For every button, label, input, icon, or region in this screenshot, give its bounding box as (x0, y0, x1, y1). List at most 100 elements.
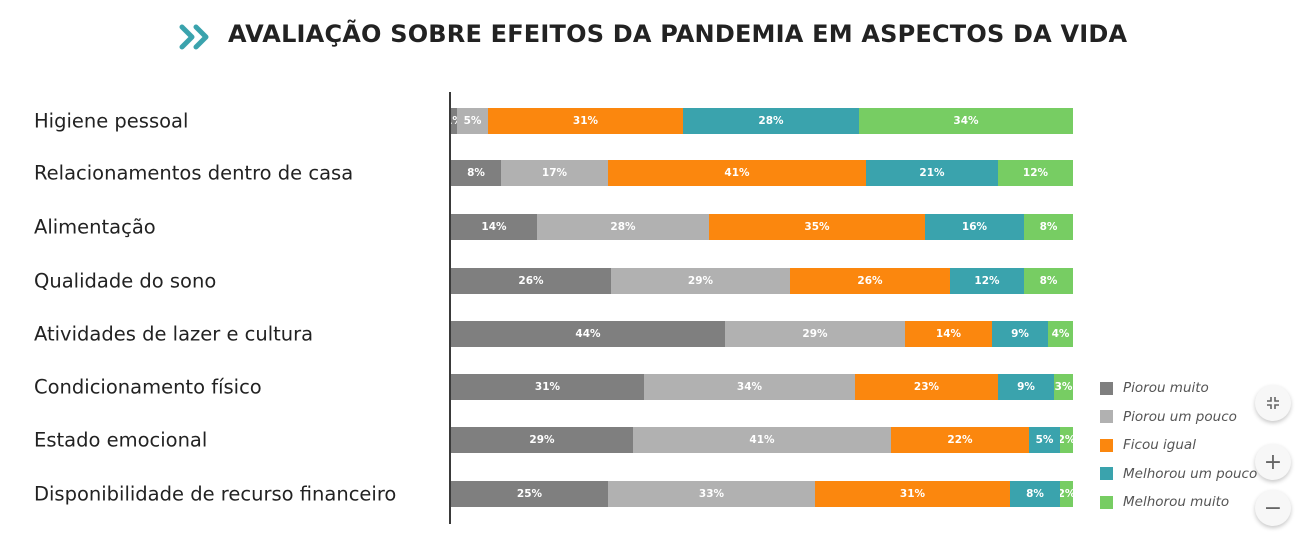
data-label: 29% (529, 434, 555, 446)
bar-segment[interactable]: 41% (608, 160, 866, 186)
legend-swatch (1100, 381, 1113, 395)
data-label: 9% (1011, 328, 1029, 340)
bar-segment[interactable]: 14% (451, 214, 537, 240)
bar-segment[interactable]: 29% (725, 321, 905, 347)
bar-segment[interactable]: 2% (1060, 427, 1073, 453)
bar-segment[interactable]: 21% (866, 160, 998, 186)
data-label: 5% (463, 115, 482, 127)
data-label: 35% (804, 221, 830, 233)
bar-row: 31% 34% 23% 9% 3% (451, 374, 1073, 400)
data-label: 34% (736, 381, 763, 393)
bar-segment[interactable]: 1% (451, 108, 457, 134)
bar-segment[interactable]: 28% (683, 108, 859, 134)
zoom-out-button[interactable]: − (1255, 490, 1291, 526)
bar-segment[interactable]: 4% (1048, 321, 1073, 347)
data-label: 31% (572, 115, 599, 127)
data-label: 12% (1022, 167, 1049, 179)
bar-segment[interactable]: 8% (1024, 214, 1073, 240)
legend-item[interactable]: Melhorou um pouco (1100, 460, 1257, 489)
bar-row: 29% 41% 22% 5% 2% (451, 427, 1073, 453)
data-label: 2% (1060, 434, 1073, 446)
data-label: 16% (961, 221, 988, 233)
category-label: Estado emocional (34, 428, 208, 452)
bar-segment[interactable]: 31% (815, 481, 1010, 507)
data-label: 1% (451, 115, 457, 127)
fit-view-button[interactable] (1255, 385, 1291, 421)
legend-item[interactable]: Piorou muito (1100, 374, 1257, 403)
data-label: 31% (534, 381, 561, 393)
bar-segment[interactable]: 33% (608, 481, 815, 507)
bar-segment[interactable]: 17% (501, 160, 608, 186)
bar-segment[interactable]: 41% (633, 427, 891, 453)
category-label: Condicionamento físico (34, 375, 262, 399)
bar-segment[interactable]: 8% (451, 160, 501, 186)
data-label: 29% (687, 275, 714, 287)
data-label: 12% (974, 275, 1000, 287)
legend-item[interactable]: Ficou igual (1100, 431, 1257, 460)
bar-segment[interactable]: 22% (891, 427, 1029, 453)
bar-segment[interactable]: 8% (1010, 481, 1060, 507)
bar-row: 26% 29% 26% 12% 8% (451, 268, 1073, 294)
category-label: Higiene pessoal (34, 109, 189, 133)
data-label: 41% (749, 434, 775, 446)
bar-segment[interactable]: 5% (457, 108, 488, 134)
collapse-arrows-icon (1266, 396, 1280, 410)
category-label: Disponibilidade de recurso financeiro (34, 482, 397, 506)
bar-row: 25% 33% 31% 8% 2% (451, 481, 1073, 507)
bar-segment[interactable]: 2% (1060, 481, 1073, 507)
bar-segment[interactable]: 16% (925, 214, 1024, 240)
bar-segment[interactable]: 31% (451, 374, 644, 400)
data-label: 34% (953, 115, 979, 127)
chart-title: AVALIAÇÃO SOBRE EFEITOS DA PANDEMIA EM A… (228, 20, 1128, 48)
bar-segment[interactable]: 29% (451, 427, 633, 453)
bar-row: 8% 17% 41% 21% 12% (451, 160, 1073, 186)
legend-swatch (1100, 410, 1113, 424)
legend-item[interactable]: Piorou um pouco (1100, 403, 1257, 432)
bar-row: 14% 28% 35% 16% 8% (451, 214, 1073, 240)
data-label: 31% (899, 488, 926, 500)
legend-swatch (1100, 438, 1113, 452)
bar-segment[interactable]: 29% (611, 268, 790, 294)
legend-swatch (1100, 495, 1113, 509)
data-label: 9% (1017, 381, 1035, 393)
bar-segment[interactable]: 31% (488, 108, 683, 134)
data-label: 33% (698, 488, 725, 500)
legend-label: Ficou igual (1123, 437, 1196, 454)
bar-segment[interactable]: 35% (709, 214, 925, 240)
category-axis-line (449, 92, 451, 524)
bar-segment[interactable]: 14% (905, 321, 992, 347)
category-label: Alimentação (34, 215, 156, 239)
bar-segment[interactable]: 12% (950, 268, 1024, 294)
bar-segment[interactable]: 8% (1024, 268, 1073, 294)
data-label: 5% (1035, 434, 1054, 446)
plus-icon: + (1263, 449, 1283, 475)
bar-segment[interactable]: 23% (855, 374, 998, 400)
bar-segment[interactable]: 12% (998, 160, 1073, 186)
legend-item[interactable]: Melhorou muito (1100, 488, 1257, 517)
bar-segment[interactable]: 26% (790, 268, 950, 294)
legend-label: Melhorou um pouco (1123, 465, 1258, 482)
legend-label: Piorou muito (1123, 380, 1209, 397)
data-label: 4% (1051, 328, 1070, 340)
bar-segment[interactable]: 34% (859, 108, 1073, 134)
data-label: 8% (1039, 275, 1058, 287)
category-label: Relacionamentos dentro de casa (34, 161, 354, 185)
data-label: 3% (1054, 381, 1073, 393)
bar-segment[interactable]: 25% (451, 481, 608, 507)
bar-segment[interactable]: 26% (451, 268, 611, 294)
data-label: 17% (541, 167, 568, 179)
bar-segment[interactable]: 34% (644, 374, 855, 400)
data-label: 28% (610, 221, 636, 233)
legend-label: Melhorou muito (1123, 494, 1230, 511)
bar-segment[interactable]: 5% (1029, 427, 1060, 453)
data-label: 25% (516, 488, 543, 500)
legend-label: Piorou um pouco (1123, 408, 1237, 425)
chart-header: AVALIAÇÃO SOBRE EFEITOS DA PANDEMIA EM A… (0, 18, 1305, 58)
bar-segment[interactable]: 28% (537, 214, 709, 240)
bar-row: 1% 5% 31% 28% 34% (451, 108, 1073, 134)
bar-segment[interactable]: 9% (998, 374, 1054, 400)
bar-segment[interactable]: 3% (1054, 374, 1073, 400)
bar-segment[interactable]: 44% (451, 321, 725, 347)
bar-segment[interactable]: 9% (992, 321, 1048, 347)
zoom-in-button[interactable]: + (1255, 444, 1291, 480)
